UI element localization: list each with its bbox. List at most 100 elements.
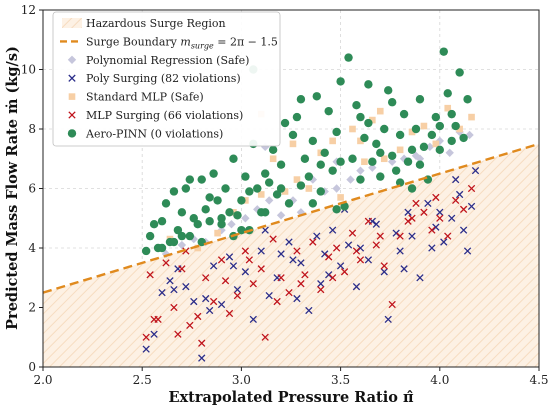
data-point	[257, 247, 265, 255]
data-point	[411, 124, 421, 134]
data-point	[436, 208, 444, 216]
data-point	[293, 176, 301, 183]
data-point	[324, 106, 333, 116]
legend-label-series-0: Polynomial Regression (Safe)	[86, 54, 249, 67]
data-point	[360, 133, 369, 143]
data-point	[178, 265, 186, 273]
data-point	[305, 185, 313, 192]
data-point	[146, 271, 154, 279]
data-point	[348, 229, 357, 237]
data-point	[435, 145, 444, 155]
data-point	[202, 294, 210, 303]
data-point	[190, 297, 198, 306]
data-point	[281, 188, 289, 195]
data-point	[471, 166, 480, 175]
data-point	[407, 184, 417, 193]
data-point	[317, 280, 325, 288]
data-point	[329, 226, 337, 234]
data-point	[289, 140, 297, 148]
data-point	[325, 253, 333, 261]
data-point	[455, 190, 464, 199]
y-ticks: 0 2 4 6 8 10 12	[21, 3, 43, 374]
data-point	[463, 95, 472, 104]
data-point	[467, 202, 476, 211]
data-point	[404, 208, 412, 216]
data-point	[364, 217, 373, 225]
data-point	[268, 145, 278, 155]
data-point	[407, 145, 417, 155]
x-axis-label: Extrapolated Pressure Ratio π̂	[168, 389, 414, 406]
data-point	[455, 68, 464, 77]
legend-label-series-1: Poly Surging (82 violations)	[86, 72, 241, 85]
data-point	[451, 121, 460, 131]
data-point	[305, 306, 313, 315]
data-point	[387, 157, 397, 166]
x-tick-label: 3.0	[232, 373, 251, 387]
data-point	[292, 112, 302, 122]
data-point	[356, 244, 365, 252]
data-point	[301, 271, 309, 279]
data-point	[420, 122, 428, 130]
data-point	[197, 175, 206, 184]
data-point	[400, 265, 408, 273]
x-tick-label: 4.5	[529, 373, 548, 387]
y-tick-label: 12	[21, 3, 36, 17]
x-tick-label: 3.5	[331, 373, 350, 387]
data-point	[217, 256, 226, 264]
data-point	[432, 140, 440, 148]
data-point	[376, 148, 385, 157]
data-point	[225, 208, 234, 217]
data-point	[328, 166, 337, 175]
legend-boundary-eq: = 2π − 1.5	[214, 35, 278, 48]
data-point	[396, 146, 404, 154]
data-point	[276, 211, 286, 220]
data-point	[276, 160, 286, 169]
data-point	[448, 214, 456, 222]
series-4	[141, 47, 472, 256]
data-point	[463, 247, 472, 255]
data-point	[356, 175, 365, 184]
data-point	[170, 285, 178, 294]
data-point	[284, 199, 294, 208]
data-point	[431, 112, 441, 122]
data-point	[372, 139, 381, 149]
x-ticks: 2.0 2.5 3.0 3.5 4.0 4.5	[33, 367, 549, 387]
data-point	[340, 268, 349, 276]
data-point	[257, 265, 265, 273]
data-point	[368, 163, 377, 172]
data-point	[261, 208, 270, 217]
data-point	[352, 101, 361, 110]
data-point	[459, 226, 468, 234]
data-point	[149, 220, 159, 229]
data-point	[217, 214, 226, 223]
data-point	[276, 184, 286, 193]
x-tick-label: 2.5	[133, 373, 152, 387]
data-point	[194, 244, 202, 252]
data-point	[332, 244, 341, 252]
data-point	[237, 225, 246, 235]
data-point	[332, 184, 341, 193]
x-tick-label: 4.0	[430, 373, 449, 387]
data-point	[241, 172, 250, 181]
data-point	[376, 172, 385, 181]
legend-swatch-series-2	[68, 93, 76, 100]
data-point	[336, 157, 345, 166]
legend-label-region: Hazardous Surge Region	[86, 17, 226, 30]
data-point	[387, 151, 397, 160]
data-point	[189, 214, 198, 223]
data-point	[444, 232, 452, 240]
data-point	[440, 238, 448, 246]
series-layer	[141, 47, 480, 362]
y-tick-label: 10	[21, 63, 36, 77]
y-tick-label: 4	[28, 241, 36, 255]
data-point	[277, 274, 285, 282]
legend-label-boundary: Surge Boundary msurge = 2π − 1.5	[86, 35, 278, 50]
data-point	[408, 214, 416, 222]
legend-swatch-region	[62, 18, 82, 28]
data-point	[198, 339, 206, 347]
data-point	[277, 250, 285, 258]
legend-label-series-2: Standard MLP (Safe)	[86, 91, 204, 104]
y-tick-label: 2	[28, 301, 36, 315]
data-point	[416, 274, 424, 282]
